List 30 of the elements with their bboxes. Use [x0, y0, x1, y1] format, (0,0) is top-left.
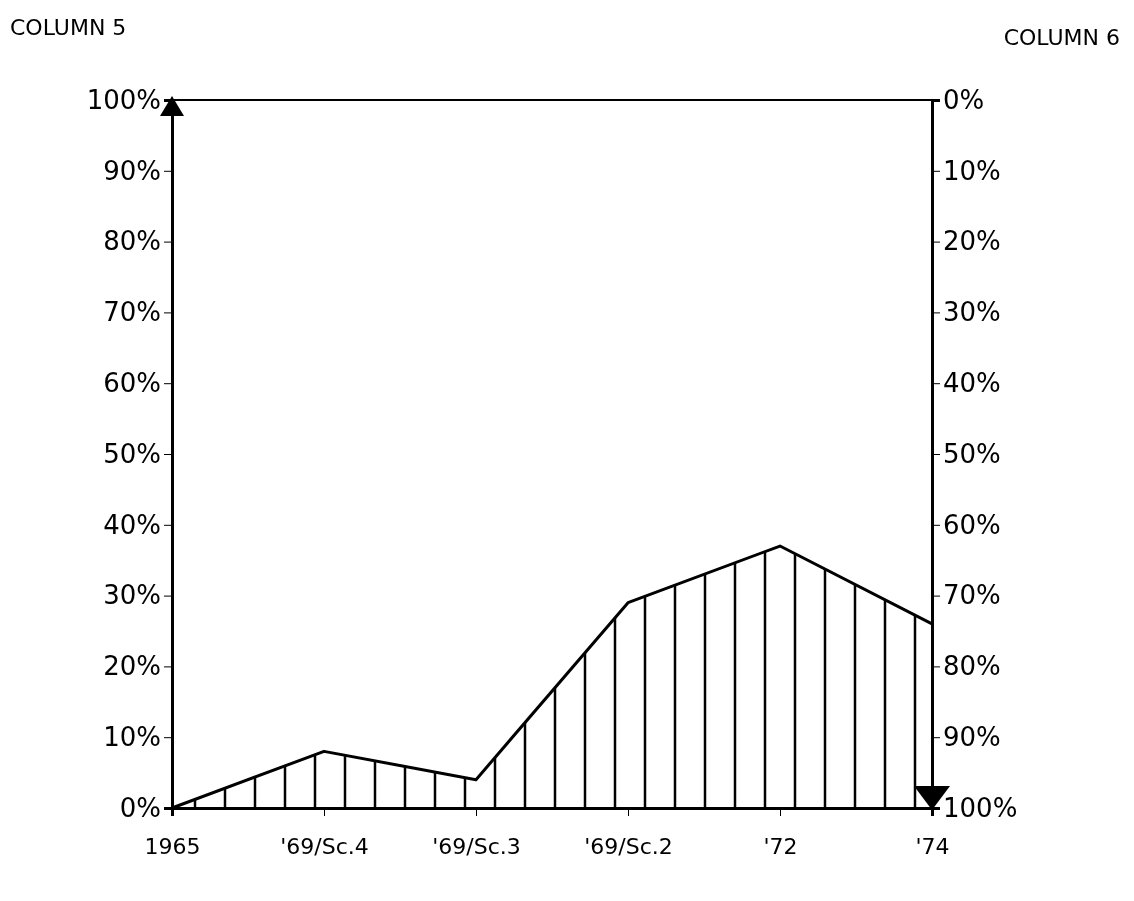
x-tick-label: 1965 — [144, 834, 201, 860]
y-axis-title: COLUMN 5 — [10, 15, 127, 40]
y2-tick-label: 80% — [943, 651, 1001, 682]
y2-tick-label: 100% — [943, 792, 1018, 823]
y-tick-label: 40% — [103, 509, 161, 540]
y-tick-label: 70% — [103, 297, 161, 328]
y2-tick-label: 0% — [943, 84, 985, 115]
y-tick-label: 10% — [103, 722, 161, 753]
y2-tick-label: 60% — [943, 509, 1001, 540]
y-tick-label: 0% — [119, 792, 161, 823]
y-tick-label: 90% — [103, 155, 161, 186]
y2-tick-label: 30% — [943, 297, 1001, 328]
x-tick-label: '69/Sc.3 — [432, 834, 521, 860]
y-tick-label: 20% — [103, 651, 161, 682]
y2-tick-label: 90% — [943, 722, 1001, 753]
y2-tick-label: 10% — [943, 155, 1001, 186]
x-tick-label: '74 — [915, 834, 950, 860]
y-tick-label: 60% — [103, 368, 161, 399]
x-tick-label: '72 — [763, 834, 798, 860]
y2-tick-label: 50% — [943, 438, 1001, 469]
x-tick-label: '69/Sc.4 — [280, 834, 369, 860]
y2-axis-title: COLUMN 6 — [1003, 25, 1120, 50]
y-tick-label: 50% — [103, 438, 161, 469]
y-tick-label: 80% — [103, 226, 161, 257]
y2-tick-label: 40% — [943, 368, 1001, 399]
x-tick-label: '69/Sc.2 — [584, 834, 673, 860]
y2-tick-label: 70% — [943, 580, 1001, 611]
y-tick-label: 30% — [103, 580, 161, 611]
y2-tick-label: 20% — [943, 226, 1001, 257]
y-tick-label: 100% — [86, 84, 161, 115]
